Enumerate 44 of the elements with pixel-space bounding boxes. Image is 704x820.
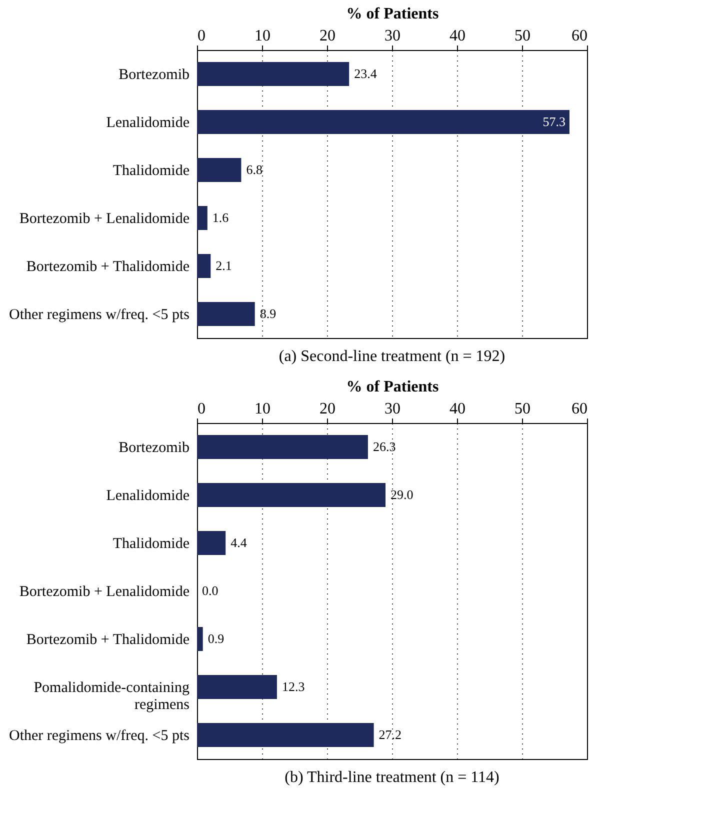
x-tick-label: 40 (450, 28, 466, 44)
x-tick-label: 50 (514, 28, 530, 44)
text: (b) Third-line treatment (n = 114) (284, 769, 500, 786)
data-label: 8.9 (260, 306, 276, 321)
y-tick-label: Bortezomib (118, 67, 190, 83)
y-tick-label: Lenalidomide (106, 488, 190, 504)
data-label: 26.3 (372, 439, 396, 454)
data-label: 1.6 (212, 210, 230, 225)
text: (a) Second-line treatment (n = 192) (278, 348, 506, 365)
x-tick-label: 40 (450, 400, 466, 418)
data-label: 4.4 (230, 535, 248, 550)
data-label: 57.3 (542, 114, 566, 129)
data-label: 23.4 (354, 66, 378, 81)
data-label: 29.0 (390, 487, 414, 502)
data-label: 0.0 (202, 583, 218, 598)
data-label: 2.1 (216, 258, 232, 273)
data-label: 12.3 (282, 679, 305, 694)
y-tick-label: Other regimens w/freq. <5 pts (9, 728, 190, 744)
y-tick-label: Bortezomib + Lenalidomide (19, 584, 190, 600)
data-label: 6.8 (246, 162, 262, 177)
x-tick-label: 10 (254, 400, 270, 418)
y-tick-label: Bortezomib + Thalidomide (26, 632, 190, 648)
y-tick-label: Thalidomide (112, 536, 190, 552)
x-tick-label: 30 (384, 400, 400, 418)
x-tick-label: 60 (572, 400, 588, 418)
x-tick-label: 30 (384, 28, 400, 44)
y-tick-label: Pomalidomide-containing regimens (34, 680, 190, 713)
data-label: 27.2 (378, 727, 402, 742)
x-tick-label: 0 (198, 28, 206, 44)
x-axis-title: % of Patients (346, 378, 439, 396)
y-tick-label: Lenalidomide (106, 115, 190, 131)
x-tick-label: 20 (320, 400, 336, 418)
x-tick-label: 60 (572, 28, 588, 44)
y-tick-label: Bortezomib + Lenalidomide (19, 211, 190, 227)
y-tick-label: Bortezomib + Thalidomide (26, 259, 190, 275)
y-tick-label: Thalidomide (112, 163, 190, 179)
x-tick-label: 20 (320, 28, 336, 44)
y-tick-label: Bortezomib (118, 440, 190, 456)
x-tick-label: 0 (198, 400, 206, 418)
x-tick-label: 10 (254, 28, 270, 44)
x-tick-label: 50 (514, 400, 530, 418)
x-axis-title: % of Patients (346, 6, 439, 22)
y-tick-label: Other regimens w/freq. <5 pts (9, 307, 190, 323)
data-label: 0.9 (208, 631, 224, 646)
